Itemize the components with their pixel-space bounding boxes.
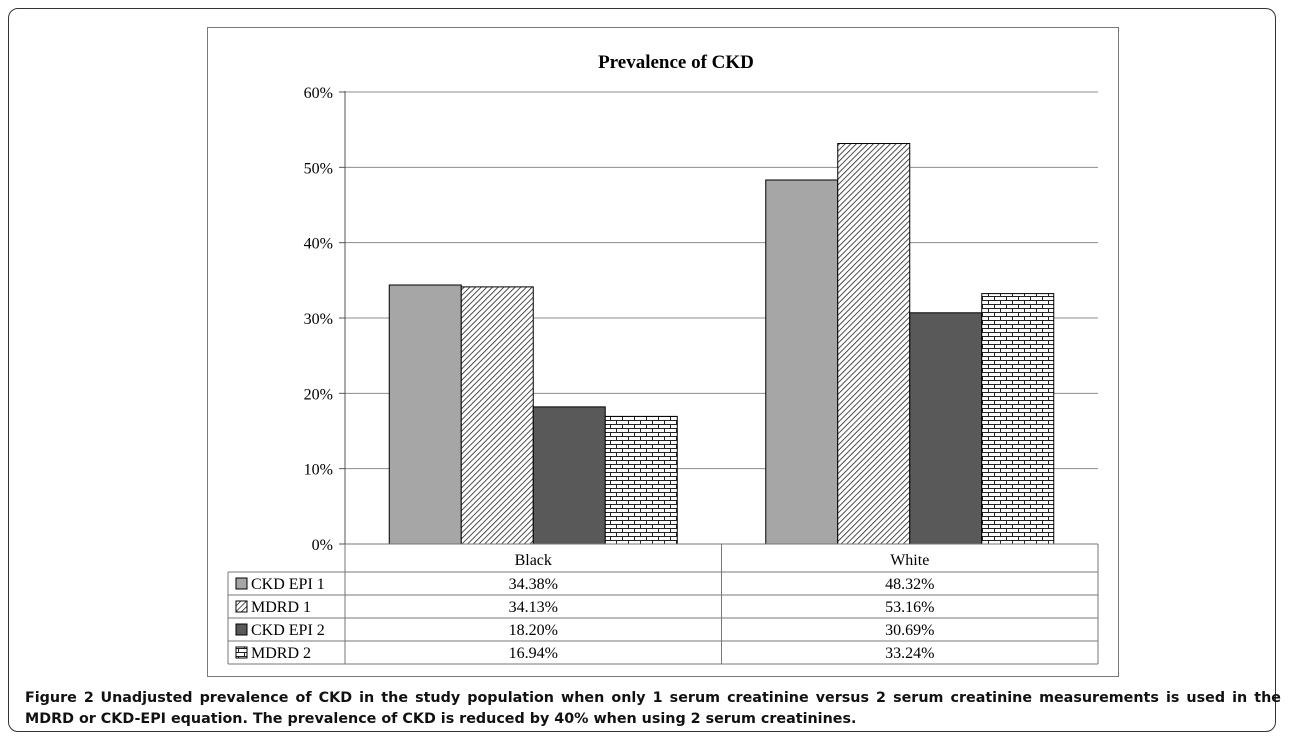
y-tick-label: 50% bbox=[304, 160, 333, 177]
data-label: 18.20% bbox=[509, 622, 558, 639]
y-tick-label: 30% bbox=[304, 311, 333, 328]
data-label: 53.16% bbox=[885, 599, 934, 616]
legend-swatch bbox=[235, 646, 248, 659]
y-tick-label: 10% bbox=[304, 462, 333, 479]
data-label: 16.94% bbox=[509, 645, 558, 662]
legend-label: MDRD 2 bbox=[251, 645, 311, 662]
bar bbox=[765, 179, 839, 545]
bar bbox=[388, 284, 462, 545]
bar bbox=[837, 143, 911, 545]
data-label: 34.13% bbox=[509, 599, 558, 616]
data-label: 34.38% bbox=[509, 576, 558, 593]
y-tick-label: 60% bbox=[304, 85, 333, 102]
figure-caption: Figure 2 Unadjusted prevalence of CKD in… bbox=[25, 688, 1281, 730]
category-label: White bbox=[890, 552, 929, 569]
y-tick-label: 0% bbox=[312, 537, 333, 554]
legend-swatch bbox=[235, 600, 248, 613]
bar bbox=[604, 415, 678, 545]
y-tick-label: 20% bbox=[304, 386, 333, 403]
bar bbox=[460, 286, 534, 545]
legend-label: CKD EPI 1 bbox=[251, 576, 325, 593]
legend-swatch bbox=[235, 577, 248, 590]
bar bbox=[532, 406, 606, 545]
bar bbox=[909, 312, 983, 545]
y-tick-label: 40% bbox=[304, 236, 333, 253]
caption-lead: Figure 2 bbox=[25, 690, 94, 706]
bar-chart: Prevalence of CKD 0% 10% 20% 30% 40% 50% 60% B… bbox=[227, 52, 1099, 665]
legend-label: CKD EPI 2 bbox=[251, 622, 325, 639]
chart-title: Prevalence of CKD bbox=[598, 52, 754, 73]
figure-frame: Prevalence of CKD 0% 10% 20% 30% 40% 50% 60% B… bbox=[8, 8, 1281, 732]
caption-text: Unadjusted prevalence of CKD in the stud… bbox=[25, 690, 1281, 727]
legend-swatch bbox=[235, 623, 248, 636]
data-label: 48.32% bbox=[885, 576, 934, 593]
data-label: 33.24% bbox=[885, 645, 934, 662]
chart-area: Prevalence of CKD 0% 10% 20% 30% 40% 50% 60% B… bbox=[207, 27, 1119, 677]
data-label: 30.69% bbox=[885, 622, 934, 639]
legend-label: MDRD 1 bbox=[251, 599, 311, 616]
bar bbox=[981, 293, 1055, 545]
category-label: Black bbox=[515, 552, 552, 569]
